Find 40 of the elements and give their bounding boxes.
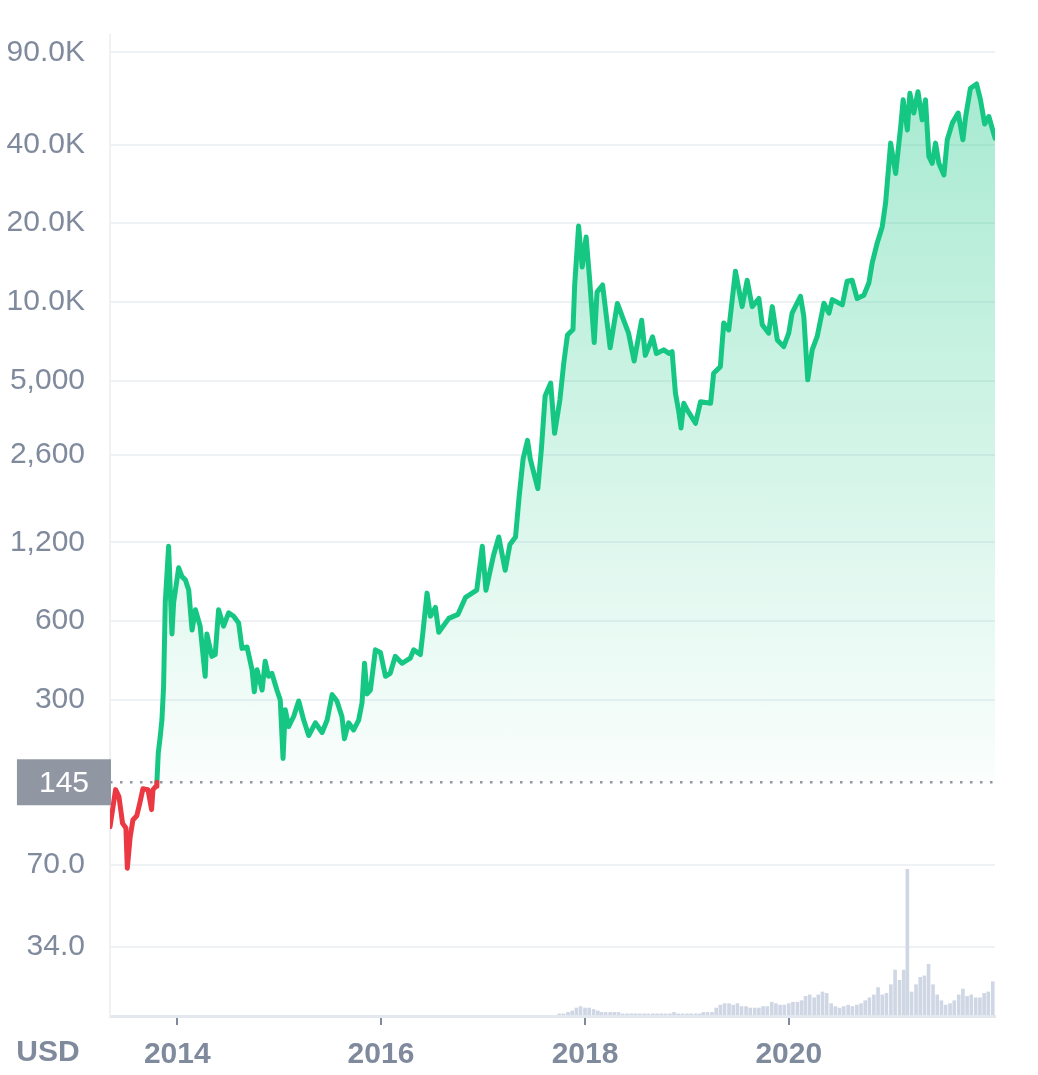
bar (863, 1000, 868, 1015)
bar (570, 1010, 574, 1015)
y-tick-label: 10.0K (6, 283, 85, 317)
bar (748, 1007, 753, 1015)
x-tick-label: 2020 (755, 1036, 823, 1070)
bar (769, 1001, 774, 1015)
bar (846, 1004, 851, 1015)
y-tick-label: 34.0 (26, 928, 85, 962)
bar (765, 1006, 770, 1015)
y-axis-title: USD (16, 1034, 80, 1068)
bar (973, 997, 978, 1015)
y-tick-label: 300 (34, 681, 85, 715)
bar (841, 1006, 846, 1015)
y-tick-label: 1,200 (9, 523, 85, 557)
x-tick-label: 2014 (143, 1036, 211, 1070)
y-tick-label: 600 (34, 602, 85, 636)
y-tick-label: 2,600 (9, 436, 85, 469)
bar (782, 1004, 787, 1015)
y-tick-label: 40.0K (6, 125, 85, 159)
y-tick-label: 70.0 (26, 846, 85, 880)
bar (786, 1003, 791, 1015)
x-tick-label: 2016 (347, 1036, 415, 1070)
bar (990, 981, 995, 1015)
y-tick-label: 20.0K (6, 204, 85, 238)
y-tick-label: 90.0K (6, 33, 85, 67)
bar (859, 1003, 863, 1015)
bar (731, 1004, 736, 1015)
y-tick-label: 5,000 (9, 361, 85, 395)
bar (596, 1010, 600, 1015)
bar (824, 993, 829, 1015)
bar (855, 1004, 859, 1015)
bar (752, 1007, 757, 1015)
bar (969, 994, 974, 1015)
bar (714, 1007, 718, 1015)
bar (587, 1007, 592, 1015)
bar (918, 977, 923, 1015)
x-tick-label: 2018 (551, 1036, 619, 1070)
ref-line-label: 145 (38, 764, 89, 798)
bar (893, 969, 897, 1015)
bar (948, 1003, 952, 1015)
